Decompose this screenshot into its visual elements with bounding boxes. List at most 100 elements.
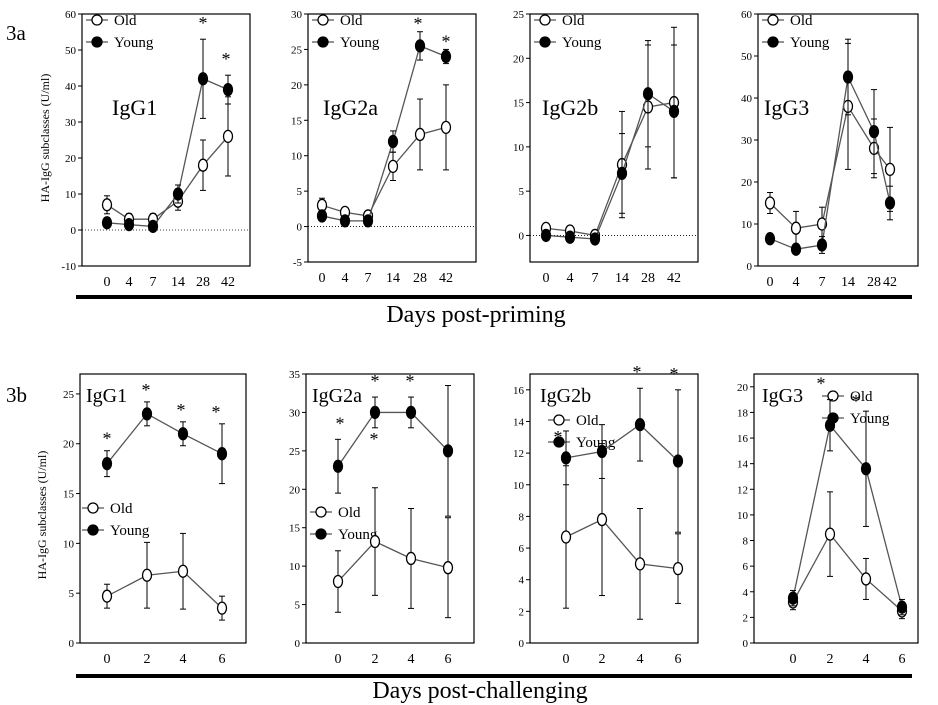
y-tick-label: 15 bbox=[513, 98, 525, 110]
row-a-ylabel: HA-IgG subclasses (U/ml) bbox=[38, 74, 52, 203]
x-tick-label: 0 bbox=[319, 271, 326, 286]
legend-marker bbox=[767, 14, 779, 26]
significance-asterisk: * bbox=[633, 362, 642, 382]
y-tick-label: 40 bbox=[741, 93, 753, 105]
x-tick-label: 6 bbox=[675, 652, 682, 667]
x-tick-label: 7 bbox=[150, 275, 157, 290]
y-tick-label: 4 bbox=[743, 587, 749, 599]
data-point bbox=[824, 418, 836, 432]
x-tick-label: 0 bbox=[767, 275, 774, 290]
data-point bbox=[216, 447, 228, 461]
significance-asterisk: * bbox=[212, 402, 221, 422]
data-point bbox=[101, 457, 113, 471]
panel-title: IgG2b bbox=[540, 385, 591, 407]
data-point bbox=[540, 228, 552, 243]
data-point bbox=[177, 564, 189, 578]
y-tick-label: 2 bbox=[743, 612, 749, 624]
y-tick-label: 60 bbox=[65, 9, 77, 21]
y-tick-label: 10 bbox=[63, 538, 75, 550]
row-b-ylabel: HA-IgG subclasses (U/ml) bbox=[35, 451, 49, 580]
y-tick-label: 0 bbox=[743, 638, 749, 650]
y-tick-label: 20 bbox=[63, 439, 75, 451]
data-point bbox=[332, 459, 344, 473]
x-tick-label: 0 bbox=[104, 275, 111, 290]
plot-frame bbox=[81, 13, 251, 267]
legend-label: Young bbox=[110, 523, 150, 539]
data-point bbox=[668, 104, 680, 119]
y-tick-label: 12 bbox=[737, 484, 748, 496]
significance-asterisk: * bbox=[336, 413, 345, 433]
y-tick-label: 0 bbox=[747, 261, 753, 273]
legend-label: Young bbox=[340, 35, 380, 51]
row-a-xlabel: Days post-priming bbox=[386, 302, 565, 328]
data-point bbox=[860, 462, 872, 476]
x-tick-label: 0 bbox=[335, 652, 342, 667]
data-point bbox=[362, 214, 374, 228]
y-tick-label: 10 bbox=[741, 219, 753, 231]
y-tick-label: 20 bbox=[65, 153, 77, 165]
y-tick-label: 0 bbox=[295, 638, 301, 650]
y-tick-label: 60 bbox=[741, 9, 753, 21]
y-tick-label: 50 bbox=[65, 45, 77, 57]
y-tick-label: 5 bbox=[297, 186, 303, 198]
y-tick-label: 18 bbox=[737, 407, 749, 419]
legend-marker bbox=[553, 414, 565, 426]
data-point bbox=[790, 242, 802, 256]
y-tick-label: 20 bbox=[289, 484, 301, 496]
y-tick-label: 20 bbox=[291, 80, 303, 92]
y-tick-label: 2 bbox=[519, 606, 525, 618]
data-point bbox=[442, 561, 454, 575]
data-point bbox=[147, 219, 159, 234]
y-tick-label: 10 bbox=[289, 561, 301, 573]
x-tick-label: 28 bbox=[641, 271, 655, 286]
plot-frame bbox=[529, 373, 699, 644]
y-tick-label: 25 bbox=[513, 9, 525, 21]
x-tick-label: 7 bbox=[365, 271, 372, 286]
data-point bbox=[634, 417, 646, 432]
data-point bbox=[868, 124, 880, 139]
significance-asterisk: * bbox=[142, 380, 151, 400]
series-line bbox=[565, 423, 679, 462]
legend-label: Old bbox=[562, 13, 585, 29]
significance-asterisk: * bbox=[370, 429, 379, 449]
y-tick-label: 20 bbox=[513, 53, 525, 65]
y-tick-label: 0 bbox=[69, 638, 75, 650]
data-point bbox=[884, 196, 896, 210]
y-tick-label: 20 bbox=[737, 382, 749, 394]
legend-label: Young bbox=[790, 35, 830, 51]
data-point bbox=[860, 572, 872, 586]
panel-title: IgG3 bbox=[764, 95, 809, 120]
x-tick-label: 0 bbox=[543, 271, 550, 286]
data-point bbox=[369, 405, 381, 420]
data-point bbox=[842, 70, 854, 84]
significance-asterisk: * bbox=[406, 371, 415, 391]
data-point bbox=[596, 512, 608, 527]
significance-asterisk: * bbox=[554, 427, 563, 447]
data-point bbox=[141, 407, 153, 421]
y-tick-label: 0 bbox=[71, 225, 77, 237]
data-point bbox=[442, 444, 454, 458]
y-tick-label: 25 bbox=[289, 446, 301, 458]
data-point bbox=[672, 454, 684, 468]
legend-label: Old bbox=[790, 13, 813, 29]
chart-panel-6: 0 5 10 15 20 25 30 35 0 2 4 6 IgG2a Old Young * * * * bbox=[289, 369, 475, 667]
panel-title: IgG1 bbox=[86, 385, 127, 407]
x-tick-label: 4 bbox=[793, 275, 800, 290]
legend-marker bbox=[91, 36, 103, 48]
series-line bbox=[792, 423, 903, 608]
data-point bbox=[596, 444, 608, 459]
y-tick-label: 40 bbox=[65, 81, 77, 93]
panel-title: IgG2a bbox=[312, 385, 362, 407]
legend-label: Old bbox=[850, 389, 873, 405]
data-point bbox=[764, 196, 776, 210]
data-point bbox=[672, 561, 684, 576]
data-point bbox=[790, 221, 802, 235]
y-tick-label: 10 bbox=[513, 480, 525, 492]
y-tick-label: 8 bbox=[743, 536, 749, 548]
legend-label: Young bbox=[576, 435, 616, 451]
significance-asterisk: * bbox=[670, 364, 679, 384]
legend-marker bbox=[91, 14, 103, 26]
data-point bbox=[316, 209, 328, 223]
data-point bbox=[177, 427, 189, 441]
